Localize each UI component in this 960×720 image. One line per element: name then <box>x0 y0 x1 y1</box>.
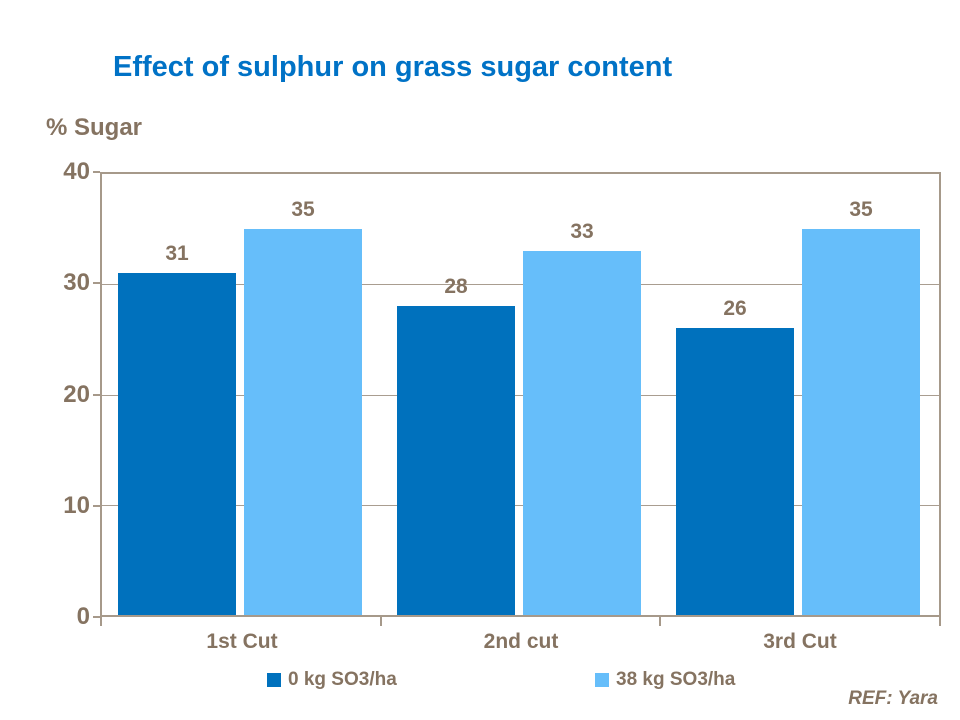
legend-swatch-icon <box>595 673 609 687</box>
y-tick-mark-40 <box>93 171 100 173</box>
bar-38-kg-so3-ha-1st-cut <box>244 229 362 615</box>
bar-0-kg-so3-ha-1st-cut <box>118 273 236 615</box>
x-category-label-3rd-cut: 3rd Cut <box>763 630 837 653</box>
x-category-label-1st-cut: 1st Cut <box>206 630 278 653</box>
gridline-10 <box>102 505 939 506</box>
bar-38-kg-so3-ha-3rd-cut <box>802 229 920 615</box>
y-axis-label: % Sugar <box>46 114 143 141</box>
gridline-20 <box>102 395 939 396</box>
y-tick-label-30: 30 <box>63 269 90 296</box>
y-tick-label-0: 0 <box>76 603 90 630</box>
x-tick-mark-3 <box>939 617 941 626</box>
legend-item-0-kg-so3-ha: 0 kg SO3/ha <box>267 669 397 691</box>
bar-0-kg-so3-ha-2nd-cut <box>397 306 515 615</box>
gridline-30 <box>102 284 939 285</box>
legend-swatch-icon <box>267 673 281 687</box>
bar-value-label: 26 <box>723 297 747 320</box>
bar-value-label: 35 <box>291 198 315 221</box>
bar-0-kg-so3-ha-3rd-cut <box>676 328 794 615</box>
x-category-label-2nd-cut: 2nd cut <box>483 630 559 653</box>
legend-label: 38 kg SO3/ha <box>616 669 736 690</box>
x-tick-mark-1 <box>380 617 382 626</box>
plot-area: 31 35 28 33 26 35 <box>100 172 941 617</box>
x-tick-mark-2 <box>659 617 661 626</box>
chart-title: Effect of sulphur on grass sugar content <box>113 51 673 83</box>
bar-value-label: 31 <box>165 242 189 265</box>
bar-value-label: 33 <box>570 220 594 243</box>
y-tick-mark-30 <box>93 282 100 284</box>
reference-note: REF: Yara <box>848 688 938 709</box>
y-tick-mark-0 <box>93 616 100 618</box>
bar-38-kg-so3-ha-2nd-cut <box>523 251 641 615</box>
x-tick-mark-0 <box>100 617 102 626</box>
bar-value-label: 35 <box>849 198 873 221</box>
legend-label: 0 kg SO3/ha <box>288 669 397 690</box>
legend-item-38-kg-so3-ha: 38 kg SO3/ha <box>595 669 735 691</box>
y-tick-label-20: 20 <box>63 381 90 408</box>
bar-value-label: 28 <box>444 275 468 298</box>
y-tick-mark-20 <box>93 394 100 396</box>
y-tick-label-40: 40 <box>63 158 90 185</box>
y-tick-mark-10 <box>93 505 100 507</box>
y-tick-label-10: 10 <box>63 492 90 519</box>
